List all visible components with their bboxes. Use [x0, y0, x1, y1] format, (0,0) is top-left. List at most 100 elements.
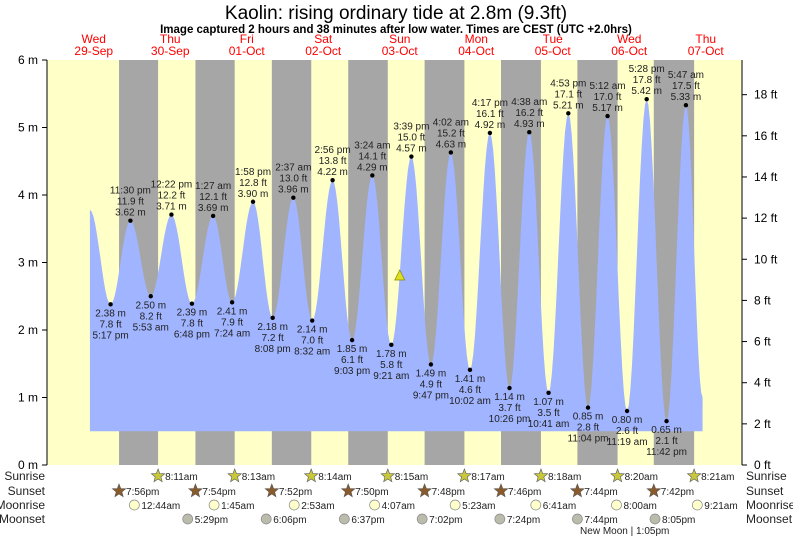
sunrise-row-label: Sunrise	[4, 469, 45, 483]
low-tide-label: 11:04 pm	[568, 434, 609, 445]
low-tide-label: 9:03 pm	[334, 366, 370, 377]
tide-curve	[89, 99, 703, 432]
sunset-icon	[569, 483, 585, 498]
day-date: 07-Oct	[688, 44, 725, 58]
sunset-icon	[187, 483, 203, 498]
moonrise-time: 5:23am	[462, 501, 495, 512]
high-tide-label: 4.93 m	[514, 119, 545, 130]
sunrise-time: 8:18am	[548, 472, 581, 483]
sunset-time: 7:44pm	[584, 487, 617, 498]
sunrise-time: 8:14am	[318, 472, 351, 483]
low-tide-label: 2.1 ft	[655, 436, 677, 447]
low-tide-point	[108, 302, 113, 307]
moonset-icon	[260, 513, 272, 525]
low-tide-label: 2.50 m	[135, 300, 166, 311]
moonset-time: 7:44pm	[584, 515, 617, 526]
sunset-icon	[340, 483, 356, 498]
day-name: Thu	[695, 32, 716, 46]
high-tide-label: 5:28 pm	[629, 64, 665, 75]
high-tide-label: 3.62 m	[115, 208, 146, 219]
sunrise-time: 8:17am	[471, 472, 504, 483]
low-tide-label: 4.6 ft	[459, 385, 481, 396]
low-tide-point	[389, 342, 394, 348]
sunrise-icon	[380, 468, 396, 483]
low-tide-label: 1.14 m	[494, 392, 525, 403]
day-name: Wed	[617, 32, 641, 46]
right-tick-label: 14 ft	[754, 170, 778, 184]
moonrise-time: 8:00am	[624, 501, 657, 512]
day-name: Thu	[160, 32, 181, 46]
low-tide-point	[585, 405, 591, 410]
low-tide-point	[546, 390, 551, 395]
high-tide-label: 4.29 m	[357, 162, 388, 173]
right-tick-label: 18 ft	[754, 88, 778, 102]
low-tide-label: 1.41 m	[455, 374, 486, 385]
moonset-icon	[649, 513, 661, 525]
right-tick-label: 4 ft	[754, 376, 771, 390]
high-tide-point	[448, 150, 454, 155]
low-tide-label: 0.80 m	[612, 415, 643, 426]
sunset-time: 7:48pm	[432, 487, 465, 498]
high-tide-label: 2:56 pm	[315, 145, 351, 156]
low-tide-label: 9:47 pm	[413, 390, 449, 401]
low-tide-point	[229, 300, 235, 305]
low-tide-label: 7.8 ft	[99, 319, 121, 330]
low-tide-point	[148, 294, 153, 299]
low-tide-point	[428, 362, 434, 367]
low-tide-label: 2.18 m	[257, 322, 288, 333]
day-name: Sat	[314, 32, 333, 46]
sun-moon-rows: Sunrise Sunrise 8:11am 8:13am 8:14am 8:15am 8:…	[0, 468, 793, 537]
low-tide-point	[270, 315, 275, 321]
low-tide-label: 0.85 m	[573, 412, 604, 423]
high-tide-label: 3:39 pm	[393, 122, 429, 133]
left-tick-label: 6 m	[18, 53, 38, 67]
high-tide-label: 3.71 m	[156, 202, 187, 213]
low-tide-point	[189, 301, 195, 306]
low-tide-label: 5:17 pm	[93, 330, 129, 341]
moonrise-icon	[530, 499, 542, 511]
high-tide-label: 5:12 am	[590, 81, 626, 92]
day-name: Mon	[465, 32, 488, 46]
moonset-time: 7:02pm	[429, 515, 462, 526]
high-tide-label: 11.9 ft	[117, 197, 144, 208]
right-tick-label: 0 ft	[754, 458, 771, 472]
low-tide-label: 5:53 am	[133, 322, 169, 333]
sunset-row-label-right: Sunset	[746, 484, 784, 498]
high-tide-label: 12:22 pm	[151, 180, 193, 191]
low-tide-label: 1.49 m	[416, 368, 447, 379]
high-tide-label: 17.0 ft	[594, 92, 622, 103]
high-tide-label: 1:58 pm	[235, 167, 271, 178]
high-tide-label: 17.5 ft	[672, 81, 700, 92]
low-tide-label: 2.8 ft	[577, 423, 599, 434]
low-tide-label: 1.07 m	[533, 397, 564, 408]
moonset-time: 7:24pm	[507, 515, 540, 526]
day-name: Tue	[543, 32, 564, 46]
day-date: 29-Sep	[74, 44, 113, 58]
day-labels: Wed29-SepThu30-SepFri01-OctSat02-OctSun0…	[74, 32, 724, 58]
day-date: 02-Oct	[305, 44, 342, 58]
high-tide-point	[169, 212, 174, 217]
high-tide-point	[605, 113, 610, 119]
high-tide-point	[291, 195, 296, 200]
high-tide-label: 4.57 m	[396, 144, 427, 155]
day-date: 05-Oct	[535, 44, 572, 58]
moon-phase-label: New Moon | 1:05pm	[580, 526, 669, 537]
high-tide-label: 4.92 m	[475, 120, 506, 131]
low-tide-label: 6:48 pm	[174, 330, 210, 341]
high-tide-label: 5.42 m	[631, 86, 662, 97]
sunset-time: 7:52pm	[279, 487, 312, 498]
sunset-icon	[111, 483, 127, 498]
axes: 0 m 1 m 2 m 3 m 4 m 5 m 6 m 0 ft 2 ft 4 ft 6 ft 8 f…	[18, 53, 778, 472]
sunrise-time: 8:11am	[165, 472, 198, 483]
high-tide-label: 13.0 ft	[279, 174, 307, 185]
moonset-icon	[416, 513, 428, 525]
day-date: 30-Sep	[151, 44, 190, 58]
sunrise-icon	[303, 468, 319, 483]
sunrise-icon	[150, 468, 166, 483]
high-tide-label: 13.8 ft	[319, 156, 347, 167]
low-tide-label: 11:42 pm	[646, 447, 687, 458]
current-tide-marker	[394, 269, 406, 281]
low-tide-label: 5.8 ft	[380, 360, 402, 371]
high-tide-label: 3.69 m	[198, 203, 229, 214]
